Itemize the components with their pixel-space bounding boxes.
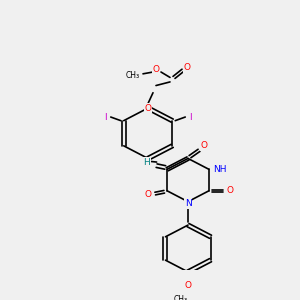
Text: N: N (184, 199, 191, 208)
Text: CH₃: CH₃ (126, 71, 140, 80)
Text: I: I (189, 112, 192, 122)
Text: I: I (104, 112, 107, 122)
Text: O: O (184, 281, 191, 290)
Text: H: H (143, 158, 150, 166)
Text: O: O (200, 141, 208, 150)
Text: O: O (184, 63, 190, 72)
Text: O: O (226, 186, 233, 195)
Text: O: O (145, 190, 152, 199)
Text: NH: NH (213, 165, 226, 174)
Text: O: O (152, 65, 160, 74)
Text: CH₃: CH₃ (174, 295, 188, 300)
Text: O: O (145, 103, 152, 112)
